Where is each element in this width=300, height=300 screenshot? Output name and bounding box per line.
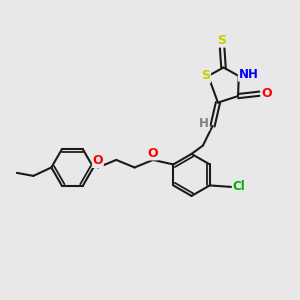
Text: NH: NH [238, 68, 258, 81]
Text: Cl: Cl [232, 180, 245, 194]
Text: O: O [148, 147, 158, 160]
Text: H: H [199, 117, 209, 130]
Text: S: S [201, 70, 210, 83]
Text: S: S [218, 34, 226, 47]
Text: O: O [261, 87, 272, 100]
Text: O: O [93, 154, 103, 167]
